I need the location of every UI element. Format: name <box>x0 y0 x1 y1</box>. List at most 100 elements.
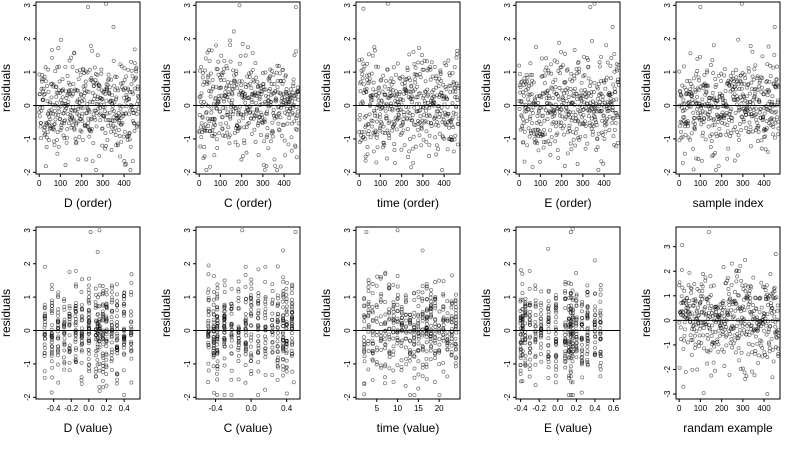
data-point <box>236 340 241 345</box>
data-point <box>56 290 61 295</box>
data-point <box>607 128 612 133</box>
data-point <box>391 344 396 349</box>
data-point <box>56 307 61 312</box>
data-point <box>73 347 78 352</box>
data-point <box>731 127 736 132</box>
data-point <box>399 107 403 112</box>
data-point <box>713 368 718 373</box>
data-point <box>445 341 450 346</box>
data-point <box>263 372 268 377</box>
data-point <box>236 110 241 115</box>
data-point <box>715 337 720 342</box>
data-point <box>63 163 68 167</box>
data-point <box>256 324 261 329</box>
data-point <box>601 161 606 166</box>
data-point <box>541 140 546 145</box>
data-point <box>703 278 708 283</box>
data-point <box>757 98 762 103</box>
points-C-value <box>206 228 298 397</box>
data-point <box>128 90 132 94</box>
data-point <box>714 82 719 87</box>
data-point <box>574 127 579 131</box>
data-point <box>441 336 446 341</box>
data-point <box>266 95 271 99</box>
data-point <box>112 129 117 134</box>
data-point <box>291 84 296 89</box>
data-point <box>360 101 365 106</box>
data-point <box>701 326 706 330</box>
data-point <box>378 363 383 368</box>
data-point <box>133 108 138 113</box>
data-point <box>360 99 365 104</box>
data-point <box>50 365 55 370</box>
data-point <box>417 71 422 76</box>
data-point <box>766 329 771 334</box>
data-point <box>263 387 268 392</box>
data-point <box>293 230 298 234</box>
data-point <box>359 138 364 143</box>
data-point <box>590 99 595 104</box>
data-point <box>48 100 53 105</box>
data-point <box>420 53 424 58</box>
data-point <box>263 279 268 284</box>
data-point <box>519 98 524 103</box>
data-point <box>384 78 389 83</box>
y-tick-label: 1 <box>503 69 512 74</box>
data-point <box>426 92 431 97</box>
data-point <box>544 56 549 61</box>
data-point <box>46 89 51 94</box>
data-point <box>67 319 72 324</box>
data-point <box>720 121 725 125</box>
data-point <box>765 355 770 360</box>
data-point <box>104 383 109 388</box>
data-point <box>535 127 540 132</box>
data-point <box>234 69 239 74</box>
data-point <box>364 86 369 91</box>
data-point <box>428 339 433 344</box>
data-point <box>50 303 54 308</box>
data-point <box>208 117 213 122</box>
data-point <box>720 332 725 336</box>
data-point <box>610 120 615 125</box>
data-point <box>604 122 609 127</box>
data-point <box>518 347 523 352</box>
data-point <box>744 126 748 130</box>
data-point <box>374 362 379 367</box>
data-point <box>101 312 106 317</box>
data-point <box>729 261 734 266</box>
data-point <box>45 83 49 88</box>
data-point <box>406 155 410 159</box>
data-point <box>741 117 746 122</box>
data-point <box>776 119 781 124</box>
data-point <box>358 89 363 94</box>
data-point <box>211 297 216 302</box>
data-point <box>383 300 387 304</box>
data-point <box>206 124 211 128</box>
data-point <box>546 343 551 348</box>
data-point <box>449 316 454 321</box>
data-point <box>402 143 407 148</box>
y-tick-label: -2 <box>503 168 512 176</box>
data-point <box>234 72 239 76</box>
data-point <box>243 363 248 368</box>
data-point <box>122 302 127 306</box>
data-point <box>537 119 542 124</box>
data-point <box>73 306 78 311</box>
data-point <box>222 326 227 330</box>
data-point <box>221 96 226 101</box>
data-point <box>712 122 717 127</box>
data-point <box>124 74 129 79</box>
data-point <box>270 332 275 337</box>
data-point <box>775 100 780 105</box>
data-point <box>222 393 227 397</box>
data-point <box>746 342 751 346</box>
data-point <box>115 348 120 353</box>
data-point <box>281 279 286 284</box>
data-point <box>122 66 127 71</box>
data-point <box>595 86 600 91</box>
data-point <box>770 94 775 99</box>
data-point <box>281 67 285 72</box>
data-point <box>363 125 368 130</box>
data-point <box>453 361 458 366</box>
